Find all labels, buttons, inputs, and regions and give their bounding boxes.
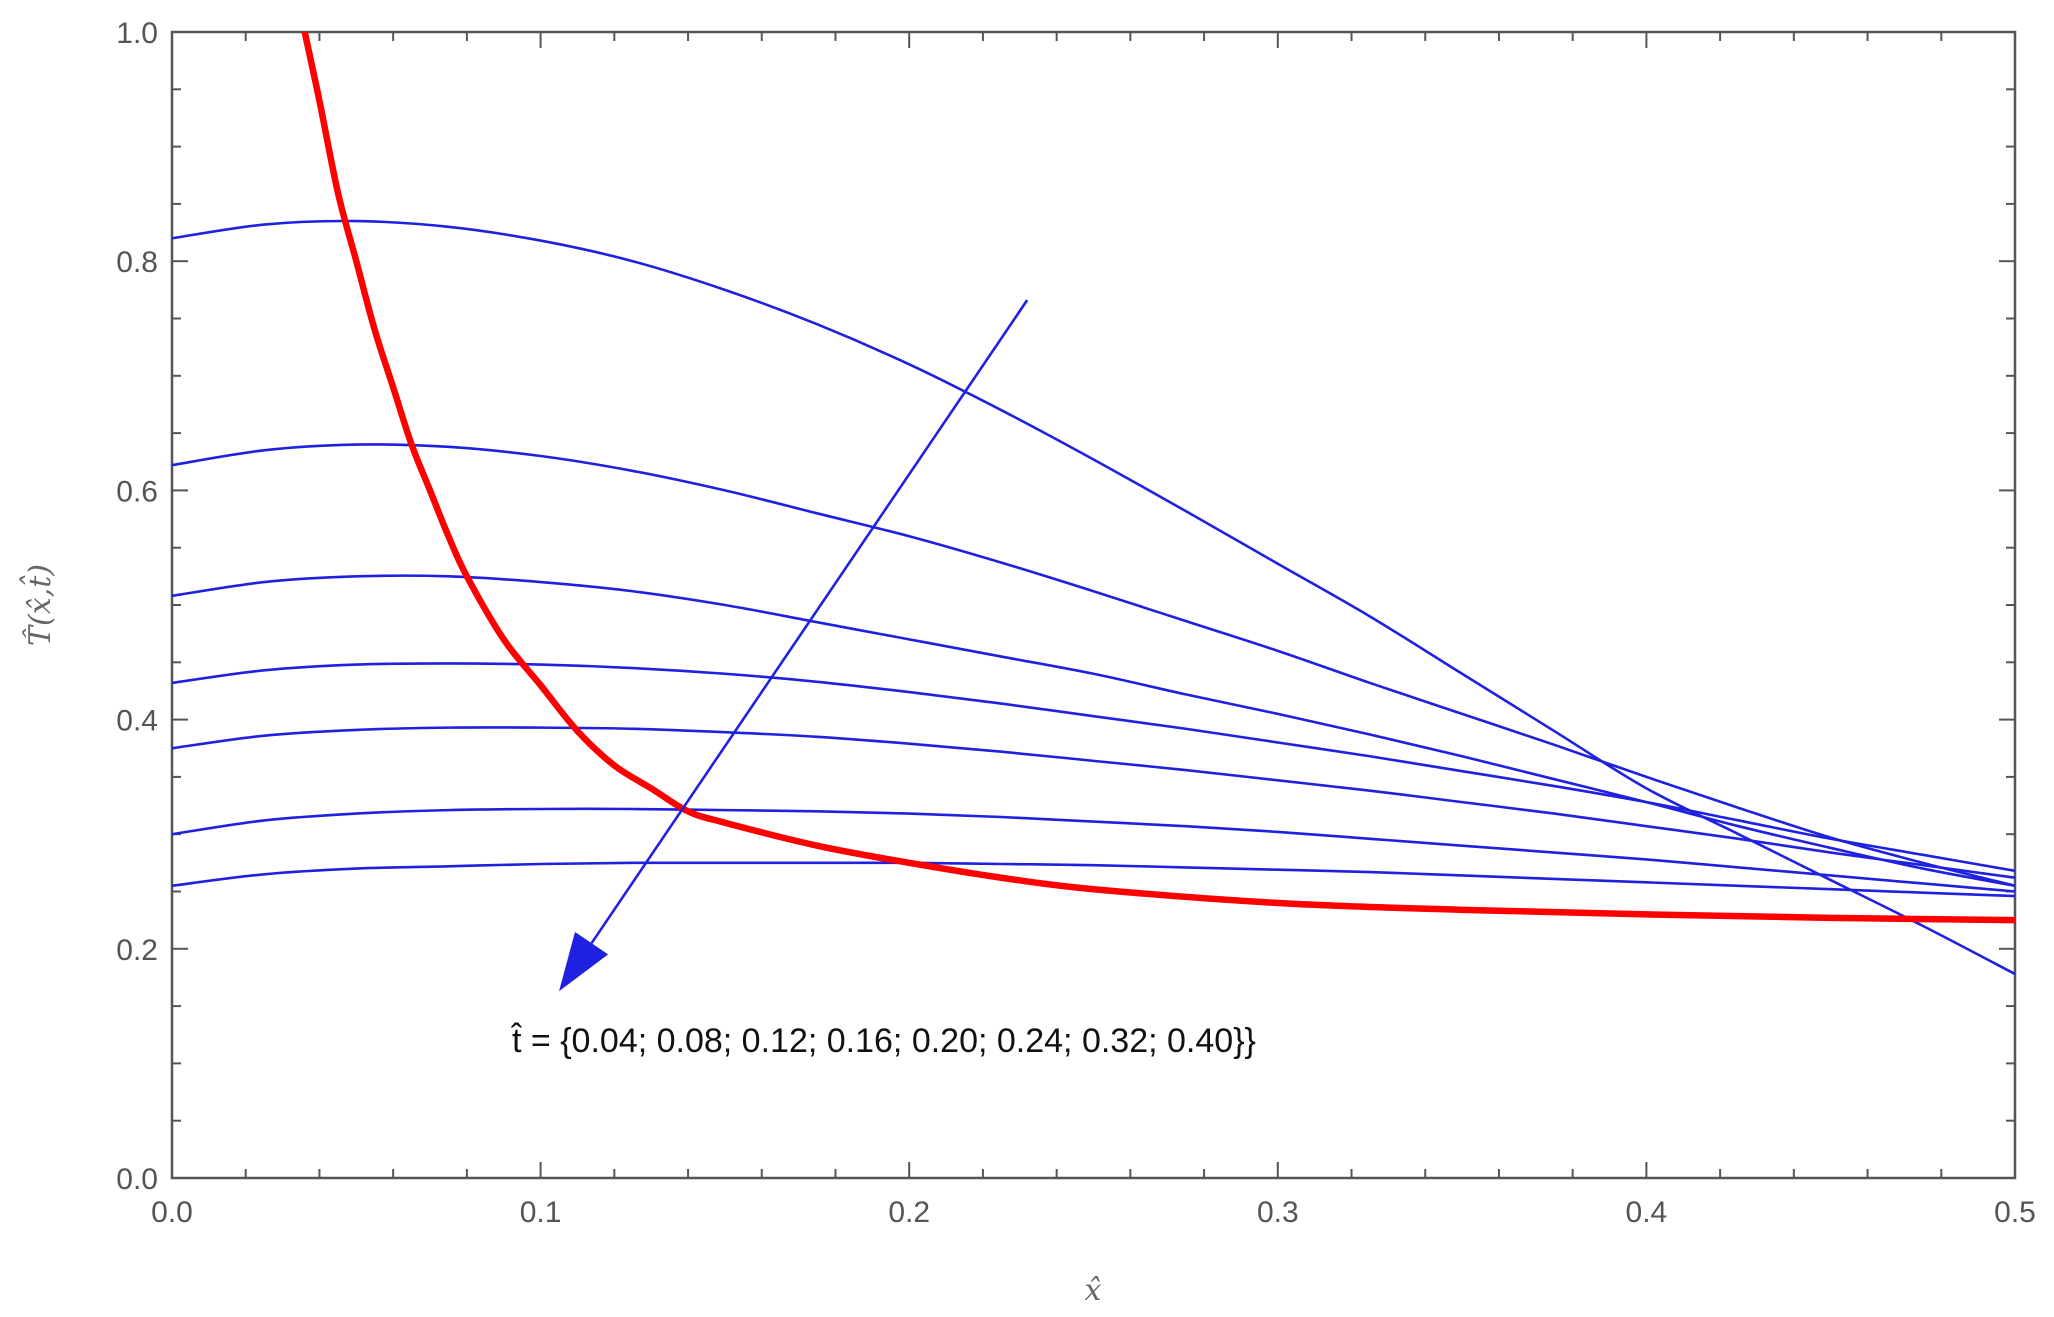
x-tick-label: 0.2: [888, 1196, 930, 1229]
series-group: [172, 219, 2015, 976]
y-tick-label: 0.4: [116, 705, 158, 738]
x-tick-label: 0.4: [1626, 1196, 1668, 1229]
y-tick-label: 0.8: [116, 246, 158, 279]
series-line-4: [172, 662, 2015, 873]
series-line-1: [172, 219, 2015, 976]
axis-ticks: 0.0 0.1 0.2 0.3 0.4 0.5 0.0 0.2 0.4 0.6 0.8 1.0: [116, 17, 2036, 1229]
y-axis-label: T̂(x̂,t̂): [19, 564, 58, 646]
y-tick-label: 0.2: [116, 934, 158, 967]
series-line-5: [172, 726, 2015, 880]
series-line-6: [172, 807, 2015, 893]
y-tick-label: 0.0: [116, 1163, 158, 1196]
envelope-curve: [301, 32, 2015, 924]
y-tick-label: 1.0: [116, 17, 158, 50]
plot-border: [170, 30, 2017, 1180]
series-line-2: [172, 443, 2015, 888]
x-tick-label: 0.1: [520, 1196, 562, 1229]
plot-frame: [170, 30, 2017, 1180]
y-tick-label: 0.6: [116, 475, 158, 508]
x-tick-label: 0.0: [151, 1196, 193, 1229]
x-tick-label: 0.3: [1257, 1196, 1299, 1229]
direction-arrow: [559, 299, 1029, 992]
arrow-shaft: [590, 299, 1029, 944]
arrow-head: [559, 931, 609, 992]
series-line-7: [172, 861, 2015, 898]
envelope-group: [301, 32, 2015, 924]
annotation-label: t̂ = {0.04; 0.08; 0.12; 0.16; 0.20; 0.24…: [510, 1022, 1256, 1060]
series-line-3: [172, 574, 2015, 888]
x-tick-label: 0.5: [1994, 1196, 2036, 1229]
x-axis-label: x̂: [1085, 1273, 1102, 1308]
